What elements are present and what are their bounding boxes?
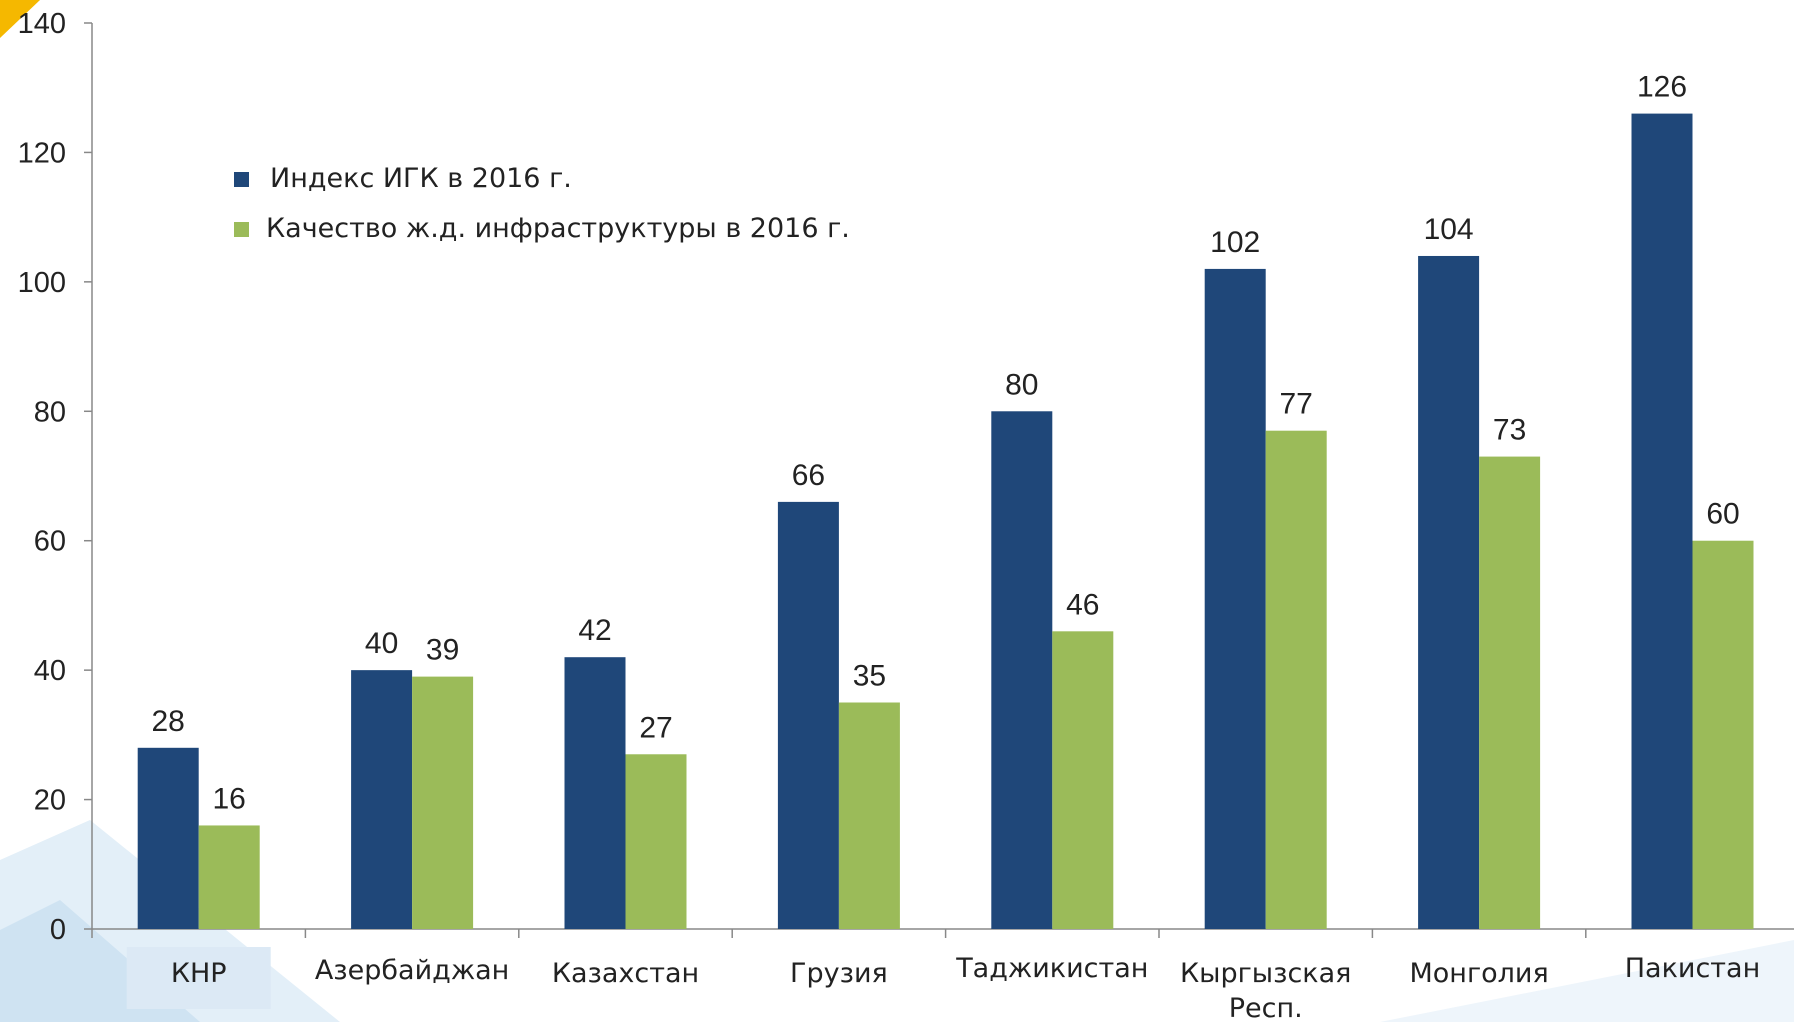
bar-igk-index-6 (1418, 255, 1480, 929)
category-label: Азербайджан (315, 955, 510, 986)
bar-rail-quality-4 (1052, 631, 1114, 929)
y-tick-label: 140 (18, 8, 66, 40)
data-label: 42 (578, 614, 611, 647)
data-label: 60 (1706, 498, 1739, 531)
y-tick-label: 80 (34, 396, 66, 428)
bar-igk-index-2 (564, 657, 626, 929)
data-label: 80 (1005, 368, 1038, 401)
y-tick-label: 20 (34, 785, 66, 817)
legend-swatch (234, 222, 249, 237)
bar-igk-index-4 (991, 411, 1053, 929)
bar-rail-quality-2 (625, 754, 687, 929)
category-label: КНР (171, 958, 227, 989)
data-label: 66 (792, 459, 825, 492)
y-tick-label: 120 (18, 137, 66, 169)
category-label: Грузия (790, 958, 888, 989)
data-label: 102 (1210, 226, 1260, 259)
bar-igk-index-5 (1204, 268, 1266, 929)
bar-igk-index-3 (777, 501, 839, 929)
y-tick-label: 0 (50, 914, 66, 946)
bar-igk-index-0 (137, 747, 199, 929)
data-label: 104 (1424, 213, 1474, 246)
data-label: 16 (213, 782, 246, 815)
data-label: 35 (853, 660, 886, 693)
category-label: Таджикистан (955, 953, 1148, 984)
data-label: 73 (1493, 414, 1526, 447)
data-label: 77 (1280, 388, 1313, 421)
legend-swatch (234, 172, 249, 187)
data-label: 28 (152, 705, 185, 738)
bar-igk-index-1 (351, 670, 413, 929)
category-highlight (126, 947, 271, 1009)
legend-label: Индекс ИГК в 2016 г. (270, 163, 572, 194)
category-label: Пакистан (1625, 953, 1760, 984)
bar-rail-quality-3 (838, 702, 900, 929)
data-label: 27 (639, 711, 672, 744)
category-label: Монголия (1409, 958, 1548, 989)
legend: Индекс ИГК в 2016 г. Качество ж.д. инфрас… (234, 163, 850, 244)
category-label: Кыргызская Респ. (1180, 958, 1351, 1022)
bar-rail-quality-6 (1479, 456, 1541, 929)
bar-rail-quality-0 (198, 825, 260, 929)
data-label: 40 (365, 627, 398, 660)
y-tick-label: 100 (18, 267, 66, 299)
data-label: 126 (1637, 71, 1687, 104)
y-tick-label: 60 (34, 526, 66, 558)
category-label: Казахстан (552, 958, 699, 989)
legend-label: Качество ж.д. инфраструктуры в 2016 г. (266, 213, 850, 244)
bar-rail-quality-5 (1265, 430, 1327, 929)
data-label: 39 (426, 634, 459, 667)
data-label: 46 (1066, 588, 1099, 621)
y-tick-label: 40 (34, 655, 66, 687)
bar-rail-quality-7 (1692, 540, 1754, 929)
bar-igk-index-7 (1631, 113, 1693, 930)
bar-rail-quality-1 (412, 676, 474, 929)
